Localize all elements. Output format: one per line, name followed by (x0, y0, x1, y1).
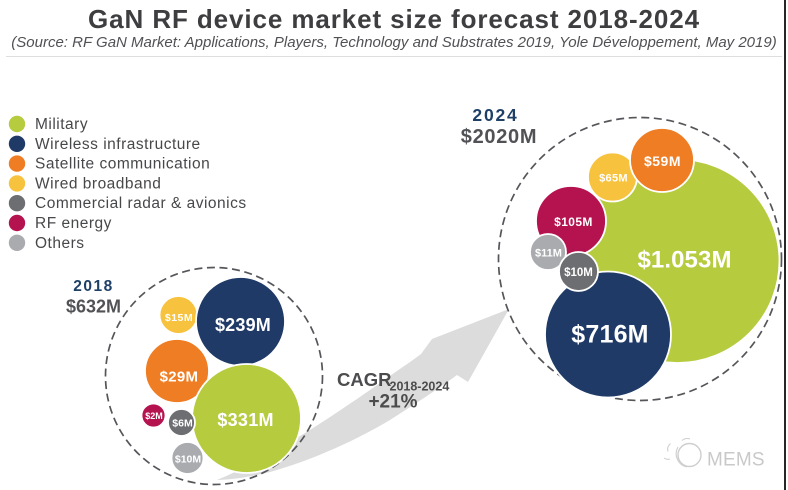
svg-text:$65M: $65M (599, 173, 628, 185)
svg-text:RF energy: RF energy (35, 215, 112, 232)
svg-text:2018: 2018 (73, 278, 113, 295)
svg-text:$2020M: $2020M (461, 126, 537, 148)
svg-text:Wired broadband: Wired broadband (35, 175, 161, 192)
svg-text:$10M: $10M (175, 454, 202, 466)
svg-text:$331M: $331M (217, 410, 274, 430)
svg-text:$632M: $632M (66, 297, 121, 317)
svg-text:$239M: $239M (215, 315, 271, 335)
svg-text:$10M: $10M (564, 267, 593, 279)
svg-text:$1.053M: $1.053M (637, 247, 731, 274)
svg-text:CAGR: CAGR (337, 369, 391, 390)
svg-text:Satellite communication: Satellite communication (35, 156, 210, 173)
svg-text:+21%: +21% (368, 392, 417, 413)
svg-text:$2M: $2M (145, 411, 163, 421)
svg-text:$716M: $716M (571, 321, 648, 349)
svg-text:Others: Others (35, 235, 85, 252)
svg-text:$15M: $15M (165, 312, 193, 324)
svg-text:$59M: $59M (644, 153, 681, 169)
svg-text:MEMS: MEMS (707, 450, 765, 471)
svg-text:Wireless infrastructure: Wireless infrastructure (35, 136, 201, 153)
svg-text:2018-2024: 2018-2024 (390, 380, 450, 394)
svg-text:Commercial radar & avionics: Commercial radar & avionics (35, 195, 247, 212)
svg-text:2024: 2024 (472, 105, 518, 125)
svg-text:Military: Military (35, 116, 88, 133)
svg-text:$29M: $29M (160, 369, 199, 386)
svg-text:$11M: $11M (535, 248, 562, 260)
svg-text:$6M: $6M (172, 418, 193, 430)
svg-text:$105M: $105M (554, 215, 593, 229)
